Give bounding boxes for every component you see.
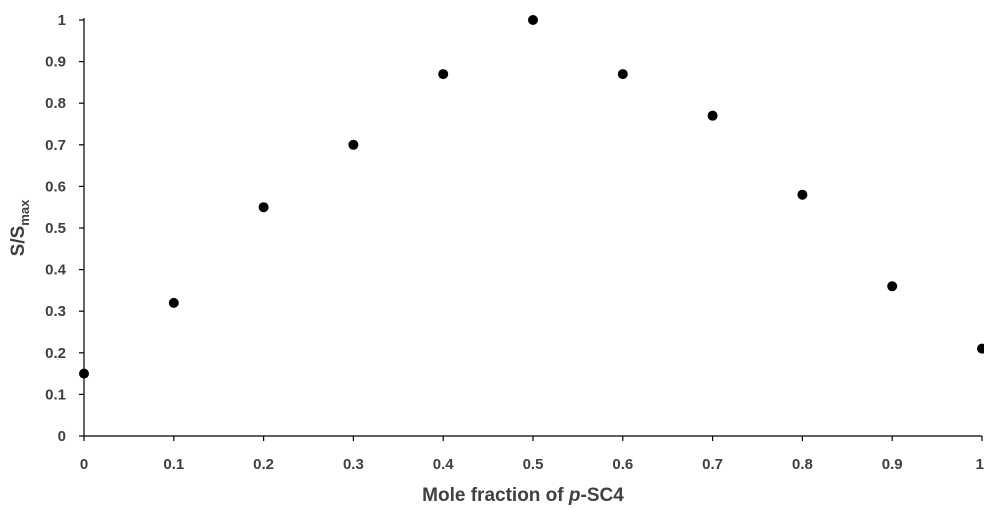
y-tick-label: 0.2 xyxy=(45,345,66,362)
data-point xyxy=(438,69,449,80)
data-point xyxy=(797,189,808,200)
data-point xyxy=(348,139,359,150)
x-tick-label: 0.2 xyxy=(253,456,274,473)
data-point xyxy=(168,297,179,308)
y-tick-label: 0.4 xyxy=(45,262,67,279)
y-tick-label: 0.8 xyxy=(45,95,66,112)
data-point xyxy=(977,343,984,354)
y-tick-label: 0.9 xyxy=(45,54,66,71)
data-points xyxy=(79,15,984,379)
x-axis-ticks: 0 0.1 0.2 0.3 0.4 0.5 0.6 0.7 0.8 0.9 1 xyxy=(80,436,984,473)
x-tick-label: 0.1 xyxy=(163,456,184,473)
x-axis-title: Mole fraction of p-SC4 xyxy=(422,485,624,506)
data-point xyxy=(258,202,269,213)
x-tick-label: 0.4 xyxy=(433,456,455,473)
data-point xyxy=(707,110,718,121)
x-tick-label: 0.3 xyxy=(343,456,364,473)
x-tick-label: 0.9 xyxy=(882,456,903,473)
data-point xyxy=(79,368,89,379)
x-tick-label: 0.5 xyxy=(523,456,544,473)
x-tick-label: 0.6 xyxy=(612,456,633,473)
x-axis-title-italic: p xyxy=(568,485,581,506)
data-point xyxy=(617,69,628,80)
y-tick-label: 0.1 xyxy=(45,386,66,403)
x-axis-title-prefix: Mole fraction of xyxy=(422,485,569,506)
x-axis-title-suffix: -SC4 xyxy=(581,485,625,506)
y-axis-title: S/Smax xyxy=(8,199,32,256)
y-axis-ticks: 0 0.1 0.2 0.3 0.4 0.5 0.6 0.7 0.8 0.9 1 xyxy=(45,12,84,445)
y-tick-label: 1 xyxy=(58,12,66,29)
y-tick-label: 0.7 xyxy=(45,137,66,154)
x-tick-label: 0.8 xyxy=(792,456,813,473)
x-tick-label: 1 xyxy=(976,456,984,473)
y-tick-label: 0 xyxy=(58,428,66,445)
y-tick-label: 0.5 xyxy=(45,220,66,237)
y-tick-label: 0.6 xyxy=(45,178,66,195)
y-axis-title-subscript: max xyxy=(17,199,32,226)
x-tick-label: 0 xyxy=(80,456,88,473)
x-tick-label: 0.7 xyxy=(702,456,723,473)
data-point xyxy=(528,15,538,25)
y-axis-title-main: S/S xyxy=(8,226,29,257)
y-tick-label: 0.3 xyxy=(45,303,66,320)
data-point xyxy=(887,281,898,292)
